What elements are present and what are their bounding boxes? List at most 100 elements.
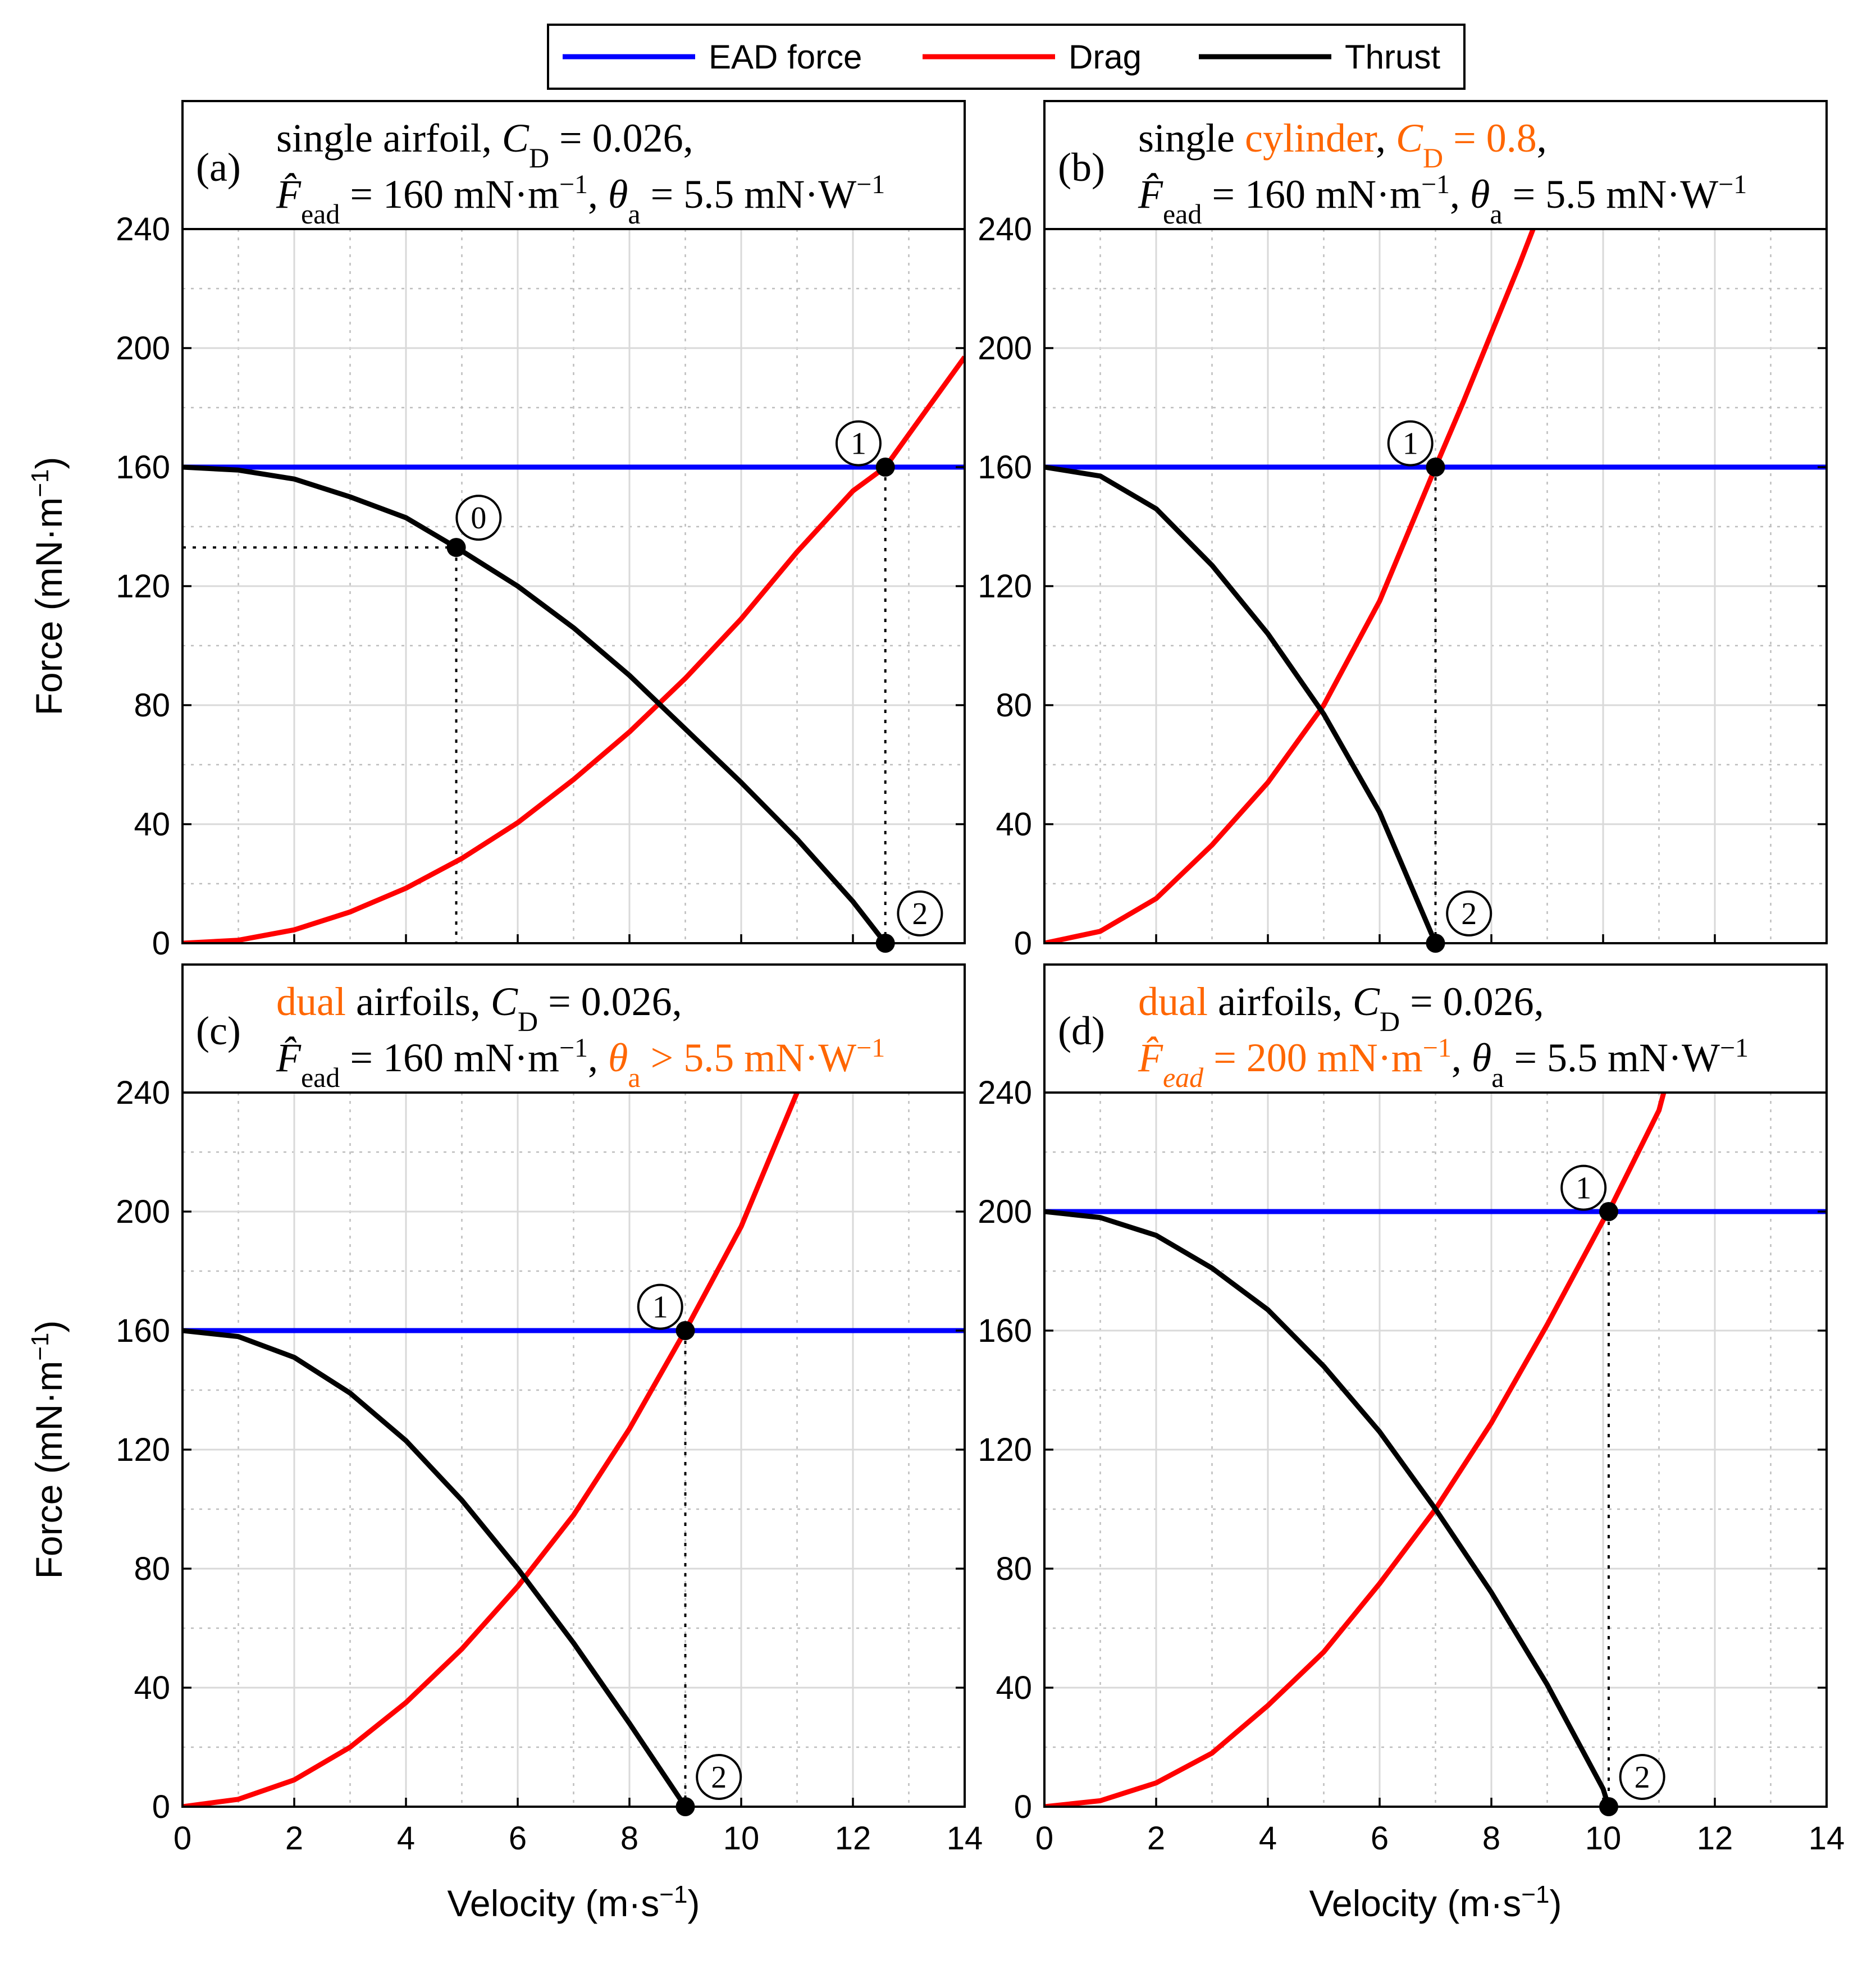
series-drag <box>1044 229 1536 943</box>
y-tick-label: 120 <box>978 1432 1032 1468</box>
point-marker-1 <box>1426 458 1445 477</box>
x-tick-label: 10 <box>1585 1820 1622 1857</box>
x-tick-label: 14 <box>947 1820 983 1857</box>
x-tick-label: 4 <box>1259 1820 1277 1857</box>
point-label-1: 1 <box>1403 427 1418 461</box>
x-axis-label: Velocity (m·s−1) <box>1309 1881 1562 1925</box>
x-tick-label: 6 <box>509 1820 527 1857</box>
x-tick-label: 12 <box>835 1820 871 1857</box>
y-tick-label: 200 <box>978 330 1032 367</box>
point-label-2: 2 <box>1461 897 1477 931</box>
y-tick-label: 40 <box>996 1670 1032 1706</box>
point-marker-1 <box>1599 1202 1618 1221</box>
y-tick-label: 240 <box>978 1075 1032 1111</box>
point-label-ring-2 <box>1446 890 1492 936</box>
title-line-2: F̂ead = 160 mN·m−1, θa = 5.5 mN·W−1 <box>276 170 885 230</box>
series-thrust <box>182 1328 688 1807</box>
y-tick-label: 120 <box>116 1432 170 1468</box>
plot-area <box>182 1093 965 1807</box>
x-tick-label: 2 <box>1147 1820 1165 1857</box>
y-tick-label: 0 <box>152 1789 170 1825</box>
series-thrust <box>1044 1209 1612 1807</box>
panel-a: (a) single airfoil, CD = 0.026,F̂ead = 16… <box>26 100 966 962</box>
y-tick-label: 160 <box>116 449 170 486</box>
x-axis-label: Velocity (m·s−1) <box>448 1881 700 1925</box>
panel-d: (d) dual airfoils, CD = 0.026,F̂ead = 200… <box>978 963 1845 1925</box>
y-tick-label: 160 <box>978 1313 1032 1349</box>
point-marker-1 <box>675 1321 695 1340</box>
chart-panels: (a)single airfoil, CD = 0.026,F̂ead = 16… <box>26 100 1845 1925</box>
y-tick-label: 240 <box>978 211 1032 248</box>
y-tick-label: 200 <box>978 1194 1032 1230</box>
panel-label: (b) <box>1058 145 1105 190</box>
y-tick-label: 80 <box>134 1551 170 1587</box>
grid <box>182 1093 965 1807</box>
panel-b: (b) single cylinder, CD = 0.8,F̂ead = 160… <box>978 100 1828 962</box>
title-box <box>181 100 966 230</box>
plot-area <box>182 355 965 943</box>
title-line-2: F̂ead = 200 mN·m−1, θa = 5.5 mN·W−1 <box>1138 1033 1749 1094</box>
legend-label-ead: EAD force <box>709 38 862 76</box>
point-marker-1 <box>875 458 895 477</box>
point-label-ring-2 <box>897 890 943 936</box>
legend-label-thrust: Thrust <box>1345 38 1440 76</box>
point-label-ring-0 <box>455 495 502 541</box>
y-tick-label: 160 <box>116 1313 170 1349</box>
panel-c: (c) dual airfoils, CD = 0.026,F̂ead = 160… <box>26 963 983 1925</box>
series-thrust <box>1044 464 1438 943</box>
y-tick-label: 80 <box>996 1551 1032 1587</box>
point-marker-2 <box>875 934 895 953</box>
point-label-ring-1 <box>1560 1164 1607 1211</box>
x-tick-label: 6 <box>1371 1820 1389 1857</box>
point-label-1: 1 <box>851 427 866 461</box>
title-box <box>1043 963 1828 1094</box>
legend: EAD force Drag Thrust <box>547 24 1466 90</box>
point-label-0: 0 <box>471 501 486 536</box>
x-tick-label: 14 <box>1809 1820 1845 1857</box>
legend-label-drag: Drag <box>1069 38 1142 76</box>
x-tick-label: 10 <box>723 1820 760 1857</box>
y-tick-label: 40 <box>134 1670 170 1706</box>
point-label-ring-1 <box>1387 420 1434 467</box>
y-tick-label: 40 <box>134 806 170 843</box>
panel-label: (c) <box>196 1008 241 1053</box>
x-tick-label: 8 <box>1482 1820 1500 1857</box>
y-tick-label: 40 <box>996 806 1032 843</box>
point-marker-2 <box>1599 1797 1618 1816</box>
title-line-1: dual airfoils, CD = 0.026, <box>1138 979 1544 1037</box>
title-line-1: dual airfoils, CD = 0.026, <box>276 979 682 1037</box>
point-label-2: 2 <box>912 897 928 931</box>
x-tick-label: 0 <box>1035 1820 1053 1857</box>
y-tick-label: 240 <box>116 211 170 248</box>
y-tick-label: 240 <box>116 1075 170 1111</box>
y-tick-label: 80 <box>996 687 1032 724</box>
x-tick-label: 12 <box>1697 1820 1733 1857</box>
point-marker-2 <box>675 1797 695 1816</box>
point-label-1: 1 <box>652 1290 668 1325</box>
grid <box>1044 229 1827 943</box>
x-tick-label: 0 <box>174 1820 191 1857</box>
panel-label: (a) <box>196 145 241 190</box>
series-drag <box>182 1093 800 1807</box>
title-line-1: single cylinder, CD = 0.8, <box>1138 116 1547 173</box>
x-tick-label: 8 <box>620 1820 638 1857</box>
title-box <box>1043 100 1828 230</box>
x-tick-label: 2 <box>285 1820 303 1857</box>
y-tick-label: 120 <box>978 568 1032 605</box>
title-line-2: F̂ead = 160 mN·m−1, θa > 5.5 mN·W−1 <box>276 1033 885 1094</box>
y-axis-label: Force (mN·m−1) <box>26 1320 70 1579</box>
point-marker-0 <box>446 538 466 558</box>
y-tick-label: 120 <box>116 568 170 605</box>
title-box <box>181 963 966 1094</box>
series-drag <box>182 355 965 943</box>
title-line-2: F̂ead = 160 mN·m−1, θa = 5.5 mN·W−1 <box>1138 170 1747 230</box>
point-label-2: 2 <box>711 1760 727 1795</box>
point-label-ring-1 <box>835 420 882 467</box>
point-label-ring-2 <box>696 1754 742 1800</box>
point-label-1: 1 <box>1576 1171 1591 1206</box>
y-tick-label: 0 <box>152 925 170 962</box>
